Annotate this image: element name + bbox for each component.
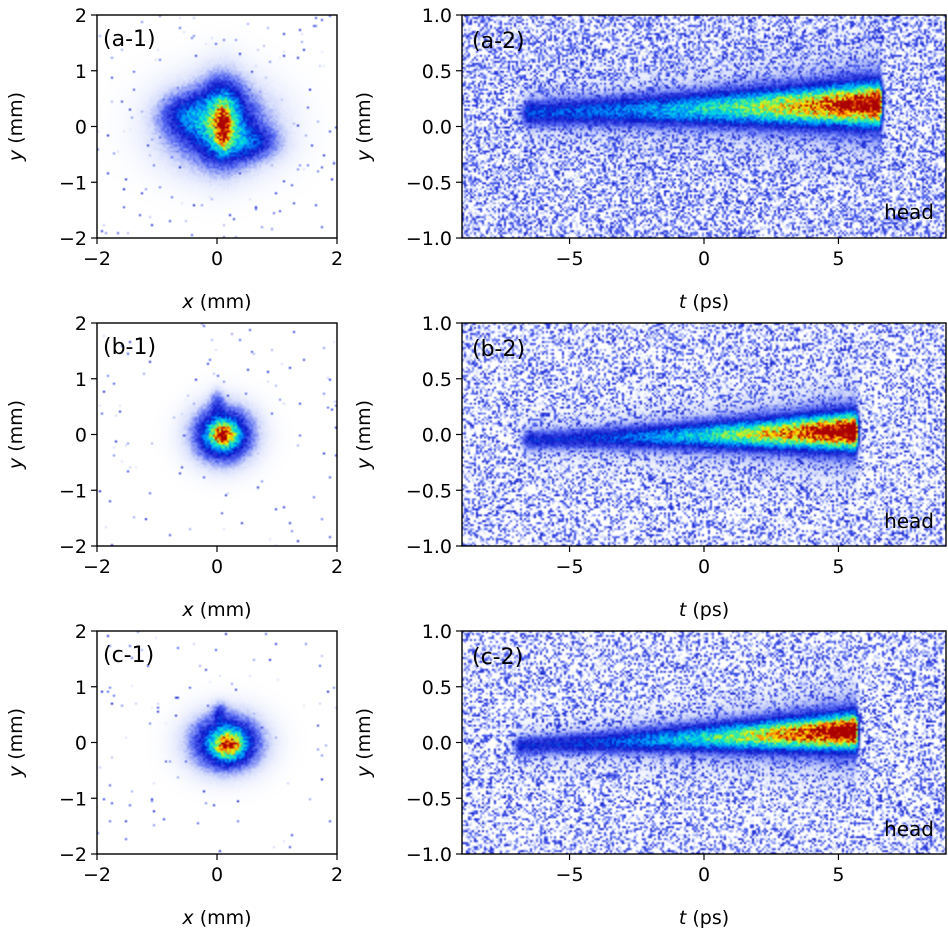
- panel-c-2: (c-2) head −5 0 5−1.0−0.50.00.51.0 t (ps) …: [353, 621, 947, 929]
- x-tick-label: 0: [698, 248, 710, 270]
- y-tick-label: 0.5: [422, 369, 452, 391]
- panel-b-2: (b-2) head −5 0 5−1.0−0.50.00.51.0 t (ps) …: [353, 313, 947, 621]
- x-tick-label: −5: [556, 248, 584, 270]
- x-tick-label: 2: [331, 248, 343, 270]
- heatmap-image: [462, 323, 946, 546]
- x-tick-label: −2: [83, 556, 111, 578]
- x-tick-label: −2: [83, 248, 111, 270]
- x-axis-label: t (ps): [679, 291, 729, 313]
- y-axis-label: y (mm): [353, 92, 375, 162]
- x-axis-label: x (mm): [181, 907, 251, 929]
- tick-group: −5 0 5 −1.0 −0.5 0.0 0.5 1.0: [406, 5, 845, 270]
- y-tick-label: 0: [75, 117, 87, 139]
- x-axis-label: t (ps): [679, 599, 729, 621]
- y-tick-label: −2: [59, 228, 87, 250]
- y-tick-label: −1: [59, 788, 87, 810]
- y-tick-label: −2: [59, 536, 87, 558]
- y-axis-label: y (mm): [353, 400, 375, 470]
- x-tick-label: 5: [832, 556, 844, 578]
- y-tick-label: 1: [75, 677, 87, 699]
- y-tick-label: 0.0: [422, 117, 452, 139]
- x-tick-label: −5: [556, 556, 584, 578]
- heatmap-image: [462, 631, 946, 854]
- y-tick-label: 1.0: [422, 5, 452, 27]
- x-tick-label: 0: [211, 864, 223, 886]
- head-annotation: head: [884, 200, 934, 224]
- y-tick-label: 1.0: [422, 313, 452, 335]
- y-axis-label: y (mm): [5, 92, 27, 162]
- tick-group: −2 0 2 −2 −1 0 1 2: [59, 313, 343, 578]
- panel-b-1: (b-1) −2 0 2 −2 −1 0 1 2 x (mm) y (mm): [5, 313, 343, 621]
- y-tick-label: 0: [75, 733, 87, 755]
- x-tick-label: 0: [698, 864, 710, 886]
- heatmap-image: [462, 15, 946, 238]
- panel-label: (c-1): [103, 643, 154, 668]
- y-axis-label: y (mm): [353, 708, 375, 778]
- tick-group: −2 0 2 −2 −1 0 1 2: [59, 5, 343, 270]
- y-tick-label: 0: [75, 425, 87, 447]
- y-tick-label: −0.5: [406, 788, 452, 810]
- y-tick-label: −1: [59, 172, 87, 194]
- x-tick-label: −2: [83, 864, 111, 886]
- heatmap-image: [97, 15, 337, 238]
- y-tick-label: 0.0: [422, 425, 452, 447]
- heatmap-image: [97, 631, 337, 854]
- x-tick-label: 0: [211, 248, 223, 270]
- tick-group: −2 0 2 −2 −1 0 1 2: [59, 621, 343, 886]
- panel-label: (b-1): [103, 335, 156, 360]
- y-tick-label: −2: [59, 844, 87, 866]
- y-tick-label: −1.0: [406, 228, 452, 250]
- tick-group: −5 0 5 −1.0 −0.5 0.0 0.5 1.0: [406, 621, 845, 886]
- y-tick-label: 2: [75, 313, 87, 335]
- y-tick-label: 1.0: [422, 621, 452, 643]
- x-tick-label: 5: [832, 864, 844, 886]
- y-tick-label: −1.0: [406, 536, 452, 558]
- head-annotation: head: [884, 817, 934, 841]
- x-axis-label: t (ps): [679, 907, 729, 929]
- tick-group: −5 0 5 −1.0 −0.5 0.0 0.5 1.0: [406, 313, 845, 578]
- panel-c-1: (c-1) −2 0 2 −2 −1 0 1 2 x (mm) y (mm): [5, 621, 343, 929]
- panel-a-1: (a-1) −2 0 2 −2 −1 0 1 2 x (mm) y (mm): [5, 5, 343, 313]
- heatmap-image: [97, 323, 337, 546]
- y-tick-label: 1: [75, 61, 87, 83]
- panel-label: (b-2): [472, 337, 525, 362]
- y-tick-label: 2: [75, 621, 87, 643]
- x-tick-label: 2: [331, 556, 343, 578]
- y-tick-label: −0.5: [406, 172, 452, 194]
- y-tick-label: −1.0: [406, 844, 452, 866]
- y-tick-label: 0.0: [422, 733, 452, 755]
- x-axis-label: x (mm): [181, 291, 251, 313]
- x-tick-label: 2: [331, 864, 343, 886]
- y-axis-label: y (mm): [5, 400, 27, 470]
- x-tick-label: 5: [832, 248, 844, 270]
- y-tick-label: 0.5: [422, 677, 452, 699]
- y-tick-label: 1: [75, 369, 87, 391]
- panel-label: (a-2): [472, 29, 525, 54]
- x-tick-label: 0: [211, 556, 223, 578]
- x-tick-label: 0: [698, 556, 710, 578]
- panel-label: (c-2): [472, 645, 523, 670]
- y-tick-label: 0.5: [422, 61, 452, 83]
- x-axis-label: x (mm): [181, 599, 251, 621]
- y-tick-label: −1: [59, 480, 87, 502]
- head-annotation: head: [884, 509, 934, 533]
- y-axis-label: y (mm): [5, 708, 27, 778]
- panel-a-2: (a-2) head −5 0 5−1.0−0.50.00.51.0 t (ps) …: [353, 5, 947, 313]
- y-tick-label: 2: [75, 5, 87, 27]
- y-tick-label: −0.5: [406, 480, 452, 502]
- x-tick-label: −5: [556, 864, 584, 886]
- panel-label: (a-1): [103, 27, 156, 52]
